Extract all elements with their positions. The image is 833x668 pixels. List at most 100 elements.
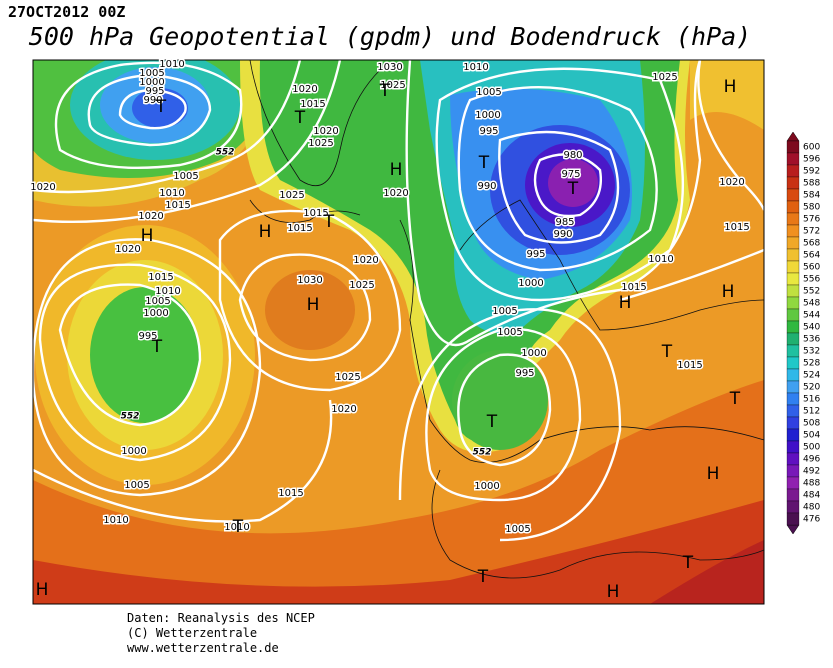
- pressure-center: H: [259, 222, 272, 242]
- colorbar-tick-label: 572: [803, 227, 820, 237]
- pressure-center: T: [729, 389, 741, 409]
- colorbar-swatch: [786, 152, 800, 166]
- colorbar-tick-label: 584: [803, 191, 820, 201]
- colorbar-swatch: [786, 260, 800, 274]
- map-labels: 1010100510009959901030102510201015102010…: [29, 58, 751, 603]
- pressure-center: T: [232, 517, 244, 537]
- isobar-label: 1020: [138, 211, 163, 222]
- isobar-label: 1015: [287, 223, 312, 234]
- footer-line: (C) Wetterzentrale: [127, 626, 257, 640]
- colorbar-tick-label: 528: [803, 359, 820, 369]
- isobar-label: 1000: [143, 308, 168, 319]
- isobar-label: 1005: [145, 296, 170, 307]
- isobar-label: 990: [477, 181, 496, 192]
- isobar-label: 1015: [724, 222, 749, 233]
- colorbar-bottom-arrow: [786, 524, 800, 535]
- colorbar-tick-label: 516: [803, 395, 820, 405]
- isobar-label: 1005: [492, 306, 517, 317]
- date-label: 27OCT2012 00Z: [8, 3, 125, 21]
- colorbar-tick-label: 556: [803, 275, 820, 285]
- colorbar-swatch: [786, 200, 800, 214]
- pressure-center: H: [707, 464, 720, 484]
- colorbar-tick-label: 536: [803, 335, 820, 345]
- colorbar-tick-label: 580: [803, 203, 820, 213]
- isobar-label: 1020: [353, 255, 378, 266]
- isobar-label: 1005: [124, 480, 149, 491]
- colorbar-swatch: [786, 452, 800, 466]
- colorbar-swatch: [786, 140, 800, 154]
- colorbar-tick-label: 496: [803, 455, 820, 465]
- colorbar-swatch: [786, 224, 800, 238]
- pressure-center: T: [486, 412, 498, 432]
- colorbar-swatch: [786, 500, 800, 514]
- colorbar-tick-label: 484: [803, 491, 820, 501]
- colorbar-tick-label: 596: [803, 155, 820, 165]
- isobar-label: 1025: [279, 190, 304, 201]
- colorbar-tick-label: 512: [803, 407, 820, 417]
- colorbar-swatch: [786, 320, 800, 334]
- colorbar-tick-label: 568: [803, 239, 820, 249]
- pressure-center: T: [151, 337, 163, 357]
- colorbar-tick-label: 540: [803, 323, 820, 333]
- isobar-label: 995: [526, 249, 545, 260]
- isobar-label: 1030: [297, 275, 322, 286]
- isobar-label: 1005: [476, 87, 501, 98]
- colorbar-tick-label: 504: [803, 431, 820, 441]
- colorbar-swatch: [786, 236, 800, 250]
- isobar-label: 1000: [474, 481, 499, 492]
- colorbar-swatch: [786, 368, 800, 382]
- isobar-label: 1020: [115, 244, 140, 255]
- colorbar-tick-label: 508: [803, 419, 820, 429]
- pressure-center: T: [477, 567, 489, 587]
- footer-line: www.wetterzentrale.de: [127, 641, 279, 655]
- pressure-center: H: [607, 582, 620, 602]
- isobar-label: 1025: [335, 372, 360, 383]
- isobar-label: 975: [561, 169, 580, 180]
- isobar-label: 1000: [521, 348, 546, 359]
- isobars: [33, 60, 764, 542]
- isobar-label: 995: [515, 368, 534, 379]
- isobar-label: 1010: [103, 515, 128, 526]
- isobar-label: 1010: [159, 59, 184, 70]
- colorbar-tick-label: 476: [803, 515, 820, 525]
- pressure-center: T: [323, 212, 335, 232]
- isobar-label: 1010: [159, 188, 184, 199]
- colorbar-tick-label: 564: [803, 251, 820, 261]
- colorbar-tick-label: 548: [803, 299, 820, 309]
- colorbar-top-arrow: [786, 131, 800, 142]
- colorbar-tick-label: 544: [803, 311, 820, 321]
- pressure-center: H: [36, 580, 49, 600]
- colorbar-swatch: [786, 488, 800, 502]
- colorbar-swatch: [786, 308, 800, 322]
- colorbar-tick-label: 560: [803, 263, 820, 273]
- pressure-center: T: [567, 179, 579, 199]
- coastlines: [249, 60, 764, 579]
- colorbar-tick-label: 488: [803, 479, 820, 489]
- isobar-label: 1020: [719, 177, 744, 188]
- isobar-label: 1015: [278, 488, 303, 499]
- isobar-label: 1030: [377, 62, 402, 73]
- isobar-label: 1005: [505, 524, 530, 535]
- isobar-label: 1015: [148, 272, 173, 283]
- colorbar-tick-label: 600: [803, 143, 820, 153]
- pressure-center: T: [155, 97, 167, 117]
- colorbar-swatch: [786, 188, 800, 202]
- isobar-label: 990: [143, 95, 162, 106]
- isobar-label: 985: [555, 217, 574, 228]
- isobar-label: 995: [145, 86, 164, 97]
- colorbar-swatch: [786, 296, 800, 310]
- map-title: 500 hPa Geopotential (gpdm) und Bodendru…: [29, 22, 751, 51]
- colorbar-tick-label: 588: [803, 179, 820, 189]
- isobar-label: 1015: [303, 208, 328, 219]
- pressure-center: H: [722, 282, 735, 302]
- pressure-center: H: [307, 295, 320, 315]
- isobar-label: 1000: [475, 110, 500, 121]
- isobar-label: 1015: [300, 99, 325, 110]
- pressure-center: T: [379, 81, 391, 101]
- pressure-center: T: [661, 342, 673, 362]
- colorbar-swatch: [786, 392, 800, 406]
- pressure-center: H: [724, 77, 737, 97]
- colorbar-swatch: [786, 164, 800, 178]
- isobar-label: 1010: [155, 286, 180, 297]
- height-label: 552: [216, 148, 235, 158]
